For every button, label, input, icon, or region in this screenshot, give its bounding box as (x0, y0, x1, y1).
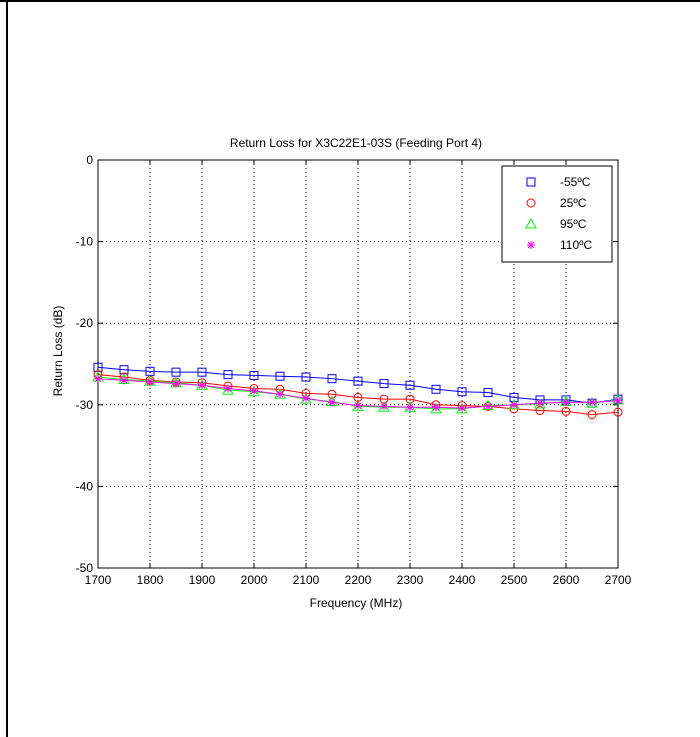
data-point-series-1 (613, 407, 623, 417)
x-axis-label: Frequency (MHz) (310, 596, 403, 610)
data-point-series-3 (562, 398, 570, 407)
data-point-series-3 (224, 384, 232, 393)
legend-marker (527, 241, 535, 249)
legend-marker (526, 198, 536, 208)
data-point-series-0 (353, 376, 363, 386)
data-point-series-3 (406, 403, 414, 412)
x-tick-label: 1800 (137, 573, 164, 587)
y-tick-label: -20 (76, 316, 94, 330)
y-tick-label: -40 (76, 479, 94, 493)
y-tick-label: -30 (76, 398, 94, 412)
data-point-series-0 (197, 367, 207, 377)
data-point-series-3 (328, 398, 336, 407)
data-point-series-3 (510, 400, 518, 409)
legend-label: -55ºC (560, 175, 591, 189)
legend-marker (526, 177, 536, 187)
data-point-series-3 (276, 390, 284, 399)
data-point-series-3 (536, 399, 544, 408)
data-point-series-3 (198, 381, 206, 390)
data-point-series-3 (146, 377, 154, 386)
y-tick-label: -50 (76, 561, 94, 575)
data-point-series-0 (431, 384, 441, 394)
data-point-series-0 (405, 380, 415, 390)
x-tick-label: 1700 (85, 573, 112, 587)
data-point-series-1 (561, 406, 571, 416)
legend-marker (525, 217, 537, 229)
data-point-series-0 (457, 387, 467, 397)
plot-layer: 1700 1800 1900 2000 2100 2200 2300 2400 2500 2600… (76, 153, 632, 587)
data-point-series-3 (380, 402, 388, 411)
data-point-series-3 (614, 396, 622, 405)
data-point-series-3 (354, 401, 362, 410)
data-point-series-2 (222, 384, 234, 395)
data-point-series-0 (379, 379, 389, 389)
y-tick-label: -10 (76, 235, 94, 249)
legend-box (501, 165, 613, 263)
data-point-series-0 (249, 370, 259, 380)
data-point-series-3 (94, 374, 102, 383)
x-tick-label: 2700 (605, 573, 632, 587)
data-point-series-3 (432, 403, 440, 412)
data-point-series-3 (250, 386, 258, 395)
data-point-series-0 (171, 367, 181, 377)
data-point-series-0 (223, 370, 233, 380)
data-point-series-3 (458, 404, 466, 413)
data-point-series-3 (484, 402, 492, 411)
y-axis-label: Return Loss (dB) (51, 306, 65, 397)
series-line-1 (97, 374, 619, 416)
data-point-series-2 (430, 402, 442, 414)
legend-label: 110ºC (560, 238, 593, 252)
x-tick-label: 2000 (241, 573, 268, 587)
legend-label: 25ºC (560, 196, 587, 210)
x-tick-label: 2400 (449, 573, 476, 587)
x-tick-label: 2500 (501, 573, 528, 587)
y-tick-label: 0 (86, 153, 93, 167)
data-point-series-0 (275, 371, 285, 381)
x-tick-label: 2300 (397, 573, 424, 587)
x-tick-label: 1900 (189, 573, 216, 587)
data-point-series-3 (172, 379, 180, 388)
left-border-line (6, 0, 8, 737)
data-point-series-1 (587, 410, 597, 420)
data-point-series-0 (483, 388, 493, 398)
series-line-0 (97, 366, 619, 404)
x-tick-label: 2600 (553, 573, 580, 587)
data-point-series-3 (120, 376, 128, 385)
legend-label: 95ºC (560, 217, 587, 231)
top-border-line (0, 0, 700, 2)
data-point-series-3 (588, 398, 596, 407)
x-tick-label: 2200 (345, 573, 372, 587)
data-point-series-1 (327, 389, 337, 399)
x-tick-label: 2100 (293, 573, 320, 587)
chart-title: Return Loss for X3C22E1-03S (Feeding Por… (230, 136, 482, 150)
data-point-series-0 (301, 372, 311, 382)
data-point-series-3 (302, 394, 310, 403)
data-point-series-0 (327, 374, 337, 384)
